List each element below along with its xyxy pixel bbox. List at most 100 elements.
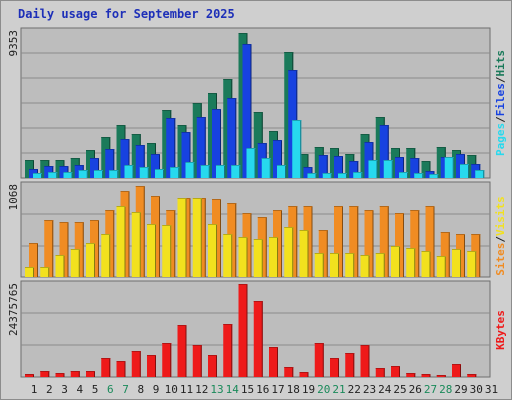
bar-kbytes-day-4 <box>70 371 80 377</box>
bar-files-day-17 <box>273 140 282 178</box>
bar-visits-day-7 <box>116 206 126 277</box>
day-label-8: 8 <box>137 383 144 396</box>
bar-kbytes-day-27 <box>421 374 431 377</box>
bar-visits-day-6 <box>101 234 111 277</box>
bar-files-day-15 <box>242 44 252 178</box>
day-label-7: 7 <box>122 383 129 396</box>
bar-hits-day-27 <box>421 161 431 178</box>
bar-pages-day-8 <box>139 167 149 178</box>
day-label-19: 19 <box>302 383 315 396</box>
bar-pages-day-30 <box>475 170 485 178</box>
bar-visits-day-18 <box>284 227 294 277</box>
bar-visits-day-24 <box>375 253 385 277</box>
bar-pages-day-20 <box>322 173 332 178</box>
bar-files-day-24 <box>379 125 389 178</box>
bar-visits-day-30 <box>467 251 477 277</box>
bar-visits-day-14 <box>223 234 233 277</box>
bar-kbytes-day-16 <box>253 301 263 377</box>
bar-pages-day-24 <box>383 160 393 178</box>
bar-sites-day-21 <box>334 206 343 277</box>
bar-pages-day-22 <box>353 172 363 178</box>
bar-files-day-11 <box>181 132 191 178</box>
bar-pages-day-11 <box>185 162 195 178</box>
bar-files-day-6 <box>105 149 115 178</box>
bar-files-day-14 <box>227 98 237 178</box>
bar-visits-day-9 <box>147 224 156 277</box>
bar-pages-day-26 <box>414 173 424 178</box>
bar-kbytes-day-19 <box>299 372 309 377</box>
bar-pages-day-12 <box>200 165 210 178</box>
bar-pages-day-2 <box>48 172 58 178</box>
day-label-27: 27 <box>424 383 437 396</box>
bar-kbytes-day-17 <box>269 347 278 377</box>
day-label-28: 28 <box>439 383 452 396</box>
day-label-11: 11 <box>180 383 193 396</box>
bar-pages-day-25 <box>399 172 408 178</box>
bar-files-day-7 <box>120 139 130 178</box>
bar-files-day-20 <box>318 155 328 178</box>
day-label-1: 1 <box>31 383 38 396</box>
bar-files-day-13 <box>212 109 221 178</box>
bar-pages-day-18 <box>292 120 302 178</box>
bar-visits-day-19 <box>299 230 309 277</box>
bar-files-day-25 <box>395 157 404 178</box>
day-label-9: 9 <box>153 383 160 396</box>
bar-visits-day-27 <box>421 251 431 277</box>
bar-sites-day-22 <box>349 206 359 277</box>
bar-files-day-19 <box>303 167 313 178</box>
day-label-25: 25 <box>393 383 406 396</box>
bar-sites-day-28 <box>440 232 450 277</box>
bar-visits-day-10 <box>162 225 172 277</box>
day-label-10: 10 <box>165 383 178 396</box>
legend-middle: Sites/Visits <box>494 196 507 276</box>
bar-pages-day-9 <box>155 169 164 178</box>
legend-bottom: KBytes <box>494 310 507 350</box>
bar-kbytes-day-6 <box>101 358 111 377</box>
bar-pages-day-15 <box>246 148 256 178</box>
bar-visits-day-29 <box>452 249 461 277</box>
bar-pages-day-10 <box>170 167 180 178</box>
bar-pages-day-3 <box>63 172 73 178</box>
legend-top: Pages/Files/Hits <box>494 50 507 156</box>
bar-pages-day-4 <box>78 170 88 178</box>
bar-visits-day-15 <box>238 237 248 277</box>
bar-files-day-8 <box>135 145 145 178</box>
bar-pages-day-21 <box>338 173 347 178</box>
bar-pages-day-1 <box>33 173 42 178</box>
bar-kbytes-day-9 <box>147 355 156 377</box>
legend-kbytes: KBytes <box>494 310 507 350</box>
bar-visits-day-25 <box>391 246 400 277</box>
bar-pages-day-28 <box>444 157 454 178</box>
bar-visits-day-2 <box>40 267 50 277</box>
day-label-3: 3 <box>61 383 68 396</box>
bar-visits-day-4 <box>70 249 80 277</box>
bar-files-day-26 <box>410 158 420 178</box>
ymax-label-top: 9353 <box>7 30 20 57</box>
bar-pages-day-7 <box>124 165 134 178</box>
day-label-21: 21 <box>332 383 345 396</box>
bar-files-day-22 <box>349 161 359 178</box>
ymax-label-middle: 1068 <box>7 184 20 211</box>
bar-visits-day-11 <box>177 198 187 277</box>
bar-kbytes-day-8 <box>131 351 141 377</box>
bar-kbytes-day-13 <box>208 355 217 377</box>
day-label-16: 16 <box>256 383 269 396</box>
bar-pages-day-16 <box>261 158 271 178</box>
day-label-20: 20 <box>317 383 330 396</box>
bar-files-day-5 <box>90 158 99 178</box>
bar-files-day-21 <box>334 156 343 178</box>
legend-separator: / <box>494 236 507 243</box>
day-label-31: 31 <box>485 383 498 396</box>
day-label-24: 24 <box>378 383 392 396</box>
legend-sites: Sites <box>494 243 507 276</box>
legend-separator: / <box>494 76 507 83</box>
bar-visits-day-16 <box>253 239 263 277</box>
bar-visits-day-20 <box>314 253 324 277</box>
bar-pages-day-13 <box>216 165 225 178</box>
bar-kbytes-day-22 <box>345 353 355 377</box>
day-label-26: 26 <box>409 383 422 396</box>
bar-kbytes-day-30 <box>467 374 477 377</box>
day-label-6: 6 <box>107 383 114 396</box>
bar-kbytes-day-1 <box>25 374 34 377</box>
bar-kbytes-day-12 <box>192 345 202 377</box>
